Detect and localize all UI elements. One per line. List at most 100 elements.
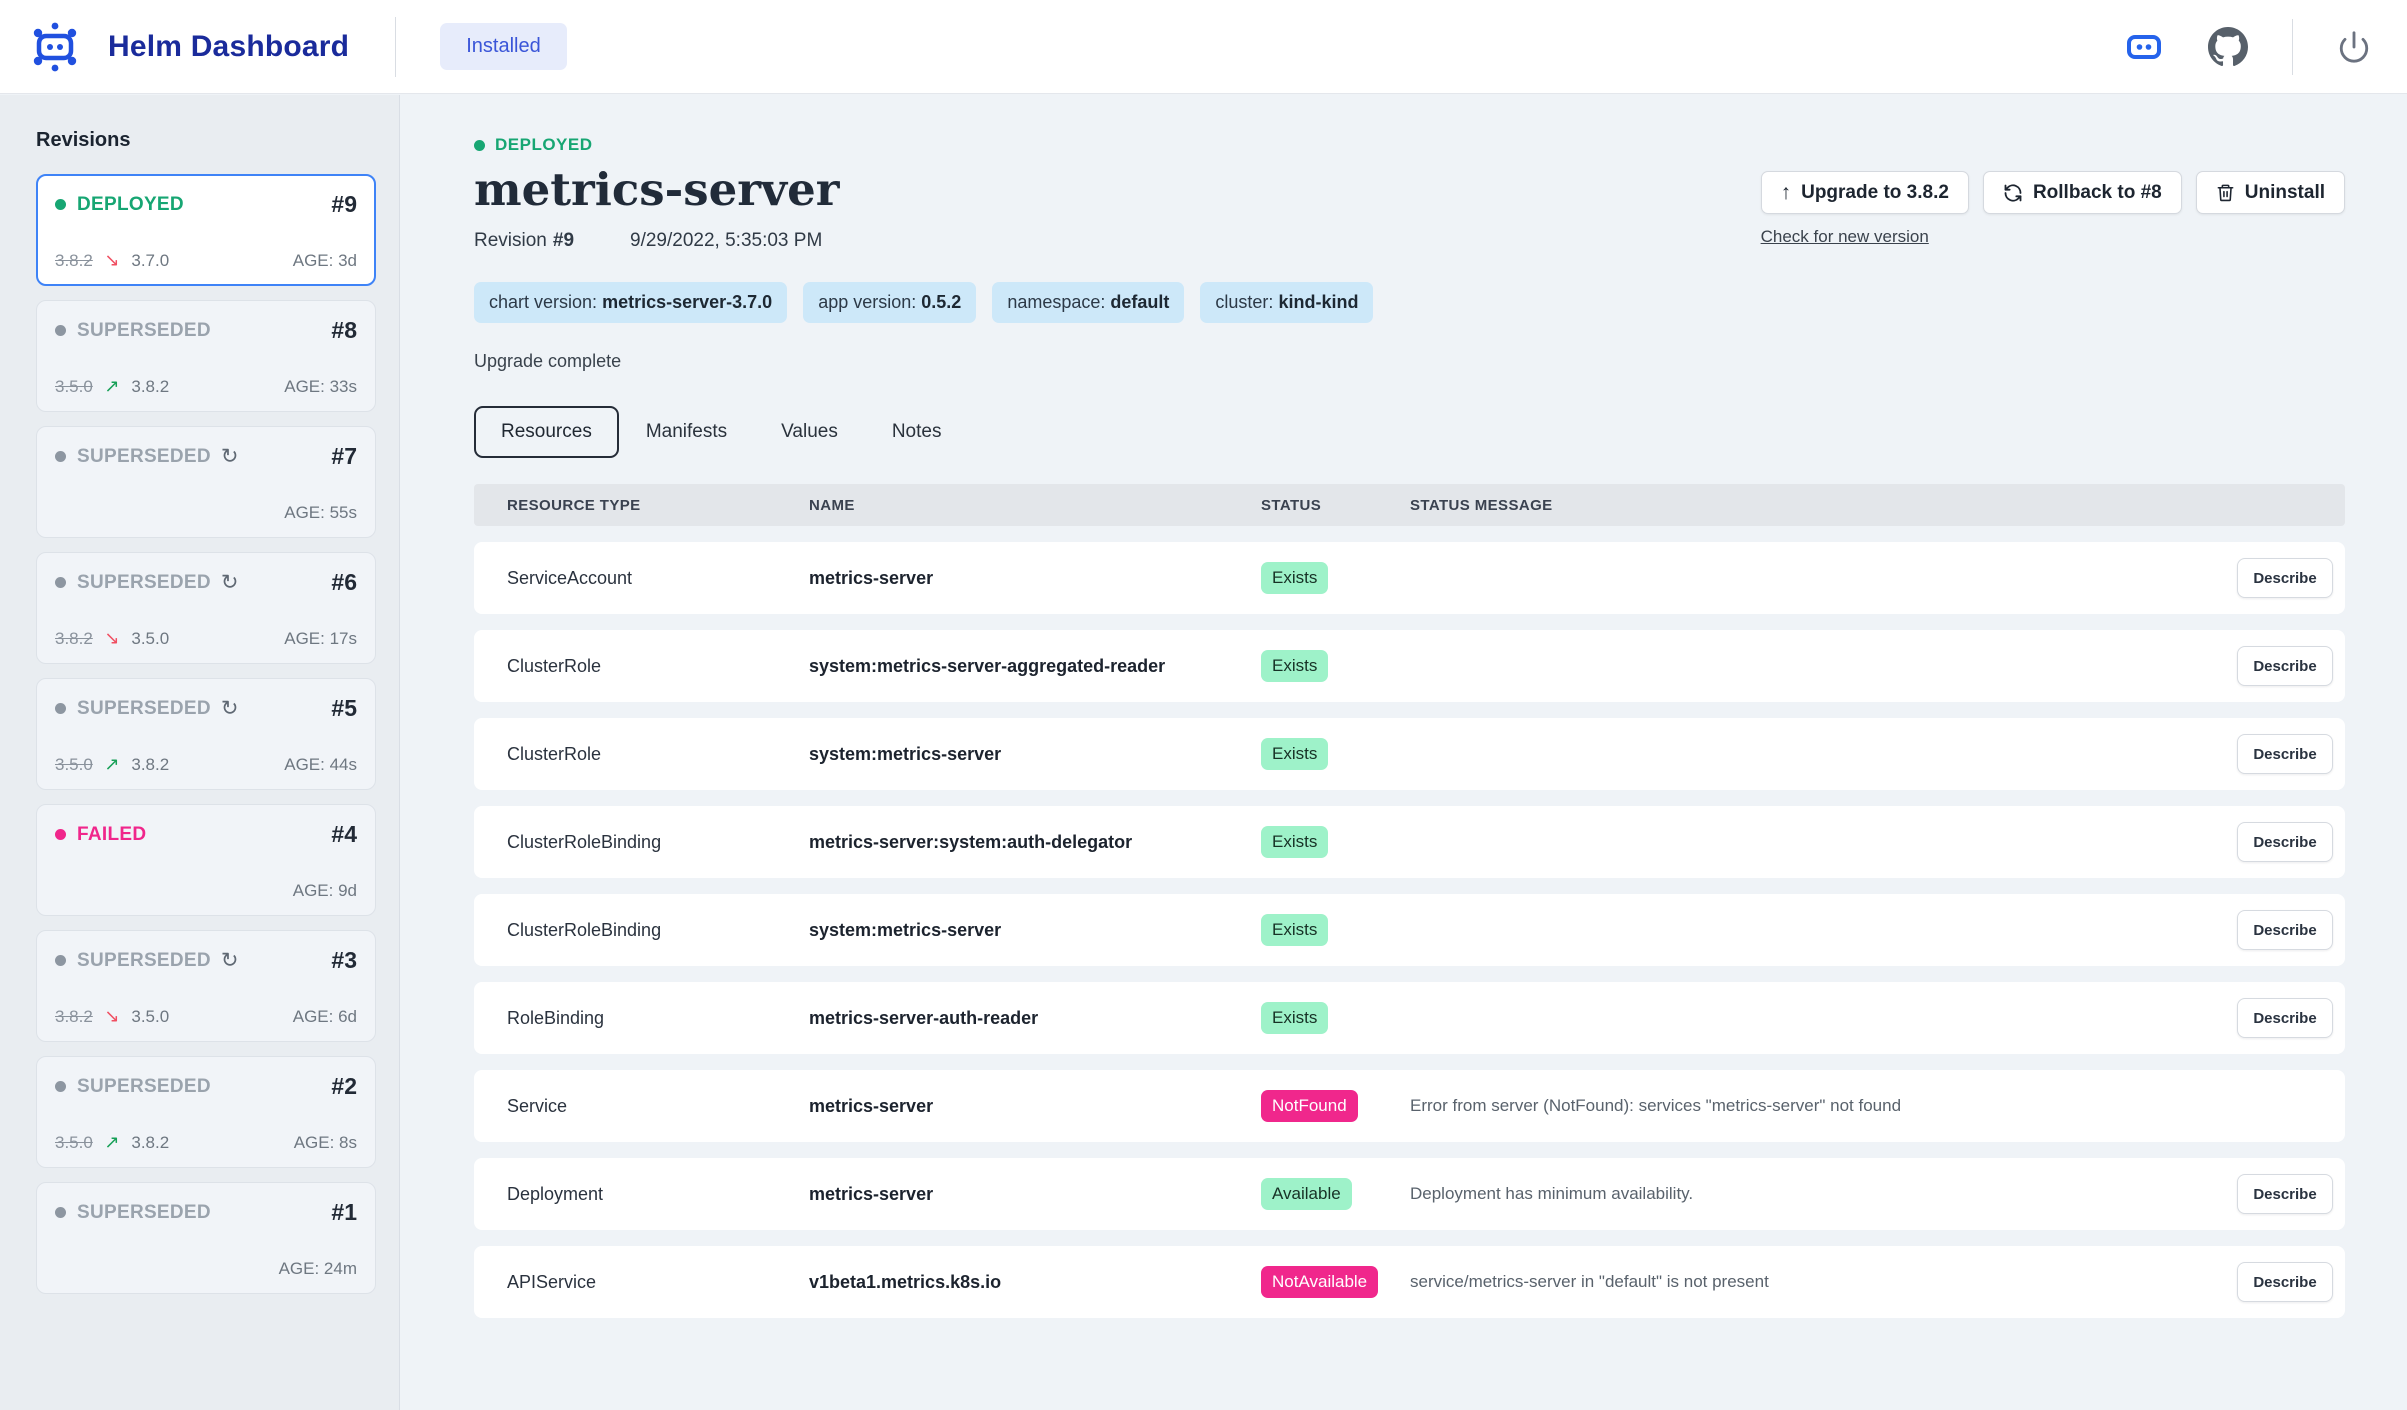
status-dot-icon: [55, 955, 66, 966]
revision-version-change: 3.8.2 ↘ 3.7.0: [55, 250, 169, 271]
revision-number: #3: [331, 947, 357, 973]
new-version: 3.7.0: [131, 251, 170, 270]
revision-version-change: 3.5.0 ↗ 3.8.2: [55, 376, 169, 397]
revision-card[interactable]: SUPERSEDED ↻ #7 AGE: 55s: [36, 426, 376, 538]
nav-installed-tab[interactable]: Installed: [440, 23, 567, 70]
app-title: Helm Dashboard: [108, 29, 350, 63]
revision-label: Revision: [474, 230, 547, 251]
status-badge: NotFound: [1261, 1090, 1358, 1122]
resources-table: RESOURCE TYPE NAME STATUS STATUS MESSAGE…: [474, 484, 2345, 1318]
status-badge: NotAvailable: [1261, 1266, 1379, 1298]
status-message: Error from server (NotFound): services "…: [1410, 1096, 1902, 1115]
resource-type: Deployment: [507, 1183, 604, 1204]
resource-name: system:metrics-server: [809, 743, 1002, 764]
table-row: Service metrics-server NotFound Error fr…: [474, 1070, 2345, 1142]
table-row: Deployment metrics-server Available Depl…: [474, 1158, 2345, 1230]
header-divider: [395, 16, 397, 77]
revision-card[interactable]: SUPERSEDED ↻ #3 3.8.2 ↘ 3.5.0 AGE: 6d: [36, 930, 376, 1042]
resource-type: APIService: [507, 1271, 597, 1292]
revision-age: AGE: 33s: [284, 376, 357, 396]
revision-status-label: SUPERSEDED: [77, 571, 211, 593]
revision-card[interactable]: SUPERSEDED ↻ #5 3.5.0 ↗ 3.8.2 AGE: 44s: [36, 678, 376, 790]
revision-status-label: SUPERSEDED: [77, 445, 211, 467]
revisions-list: DEPLOYED #9 3.8.2 ↘ 3.7.0 AGE: 3d SUPERS…: [36, 174, 376, 1294]
describe-button[interactable]: Describe: [2237, 1262, 2333, 1302]
describe-button[interactable]: Describe: [2237, 734, 2333, 774]
col-status-message: STATUS MESSAGE: [1410, 496, 1553, 514]
resource-name: metrics-server:system:auth-delegator: [809, 831, 1133, 852]
tab-values[interactable]: Values: [781, 421, 838, 442]
release-actions: ↑ Upgrade to 3.8.2 Rollback to #8 Uninst…: [1760, 171, 2345, 247]
status-dot-icon: [55, 577, 66, 588]
revision-status-label: SUPERSEDED: [77, 949, 211, 971]
rollback-icon: [2004, 183, 2022, 202]
status-badge: Exists: [1261, 826, 1329, 858]
version-arrow-icon: ↗: [104, 1132, 120, 1152]
revision-card[interactable]: SUPERSEDED ↻ #6 3.8.2 ↘ 3.5.0 AGE: 17s: [36, 552, 376, 664]
release-badges: chart version: metrics-server-3.7.0 app …: [474, 282, 2345, 323]
helm-dashboard-logo-icon: [33, 22, 77, 71]
resource-name: metrics-server: [809, 1095, 934, 1116]
table-row: APIService v1beta1.metrics.k8s.io NotAva…: [474, 1246, 2345, 1318]
tab-notes[interactable]: Notes: [891, 421, 942, 442]
tab-manifests[interactable]: Manifests: [645, 421, 728, 442]
new-version: 3.8.2: [131, 377, 170, 396]
resources-table-header: RESOURCE TYPE NAME STATUS STATUS MESSAGE: [474, 484, 2345, 526]
describe-button[interactable]: Describe: [2237, 910, 2333, 950]
new-version: 3.5.0: [131, 629, 170, 648]
old-version: 3.5.0: [55, 377, 93, 396]
describe-button[interactable]: Describe: [2237, 822, 2333, 862]
revision-status-label: SUPERSEDED: [77, 697, 211, 719]
resources-table-body: ServiceAccount metrics-server Exists Des…: [474, 542, 2345, 1318]
old-version: 3.8.2: [55, 629, 93, 648]
revision-status-label: DEPLOYED: [77, 193, 184, 215]
status-badge: Exists: [1261, 738, 1329, 770]
check-new-version-link[interactable]: Check for new version: [1760, 227, 1929, 246]
resource-name: v1beta1.metrics.k8s.io: [809, 1271, 1002, 1292]
header-divider: [2292, 18, 2293, 75]
new-version: 3.8.2: [131, 755, 170, 774]
revision-card[interactable]: SUPERSEDED #2 3.5.0 ↗ 3.8.2 AGE: 8s: [36, 1056, 376, 1168]
status-dot-icon: [55, 829, 66, 840]
table-row: ClusterRoleBinding metrics-server:system…: [474, 806, 2345, 878]
tab-resources[interactable]: Resources: [474, 406, 619, 458]
status-badge: Exists: [1261, 1002, 1329, 1034]
describe-button[interactable]: Describe: [2237, 1174, 2333, 1214]
col-resource-type: RESOURCE TYPE: [507, 496, 641, 514]
rollback-button[interactable]: Rollback to #8: [1982, 171, 2182, 214]
app-header: Helm Dashboard Installed: [0, 0, 2407, 94]
upgrade-button[interactable]: ↑ Upgrade to 3.8.2: [1760, 171, 1969, 214]
cluster-badge: cluster: kind-kind: [1200, 282, 1374, 323]
revision-card[interactable]: FAILED #4 AGE: 9d: [36, 804, 376, 916]
revision-number: #1: [331, 1199, 357, 1225]
revision-version-change: 3.8.2 ↘ 3.5.0: [55, 1006, 169, 1027]
table-row: ServiceAccount metrics-server Exists Des…: [474, 542, 2345, 614]
describe-button[interactable]: Describe: [2237, 646, 2333, 686]
reload-icon: ↻: [220, 571, 239, 594]
revision-card[interactable]: DEPLOYED #9 3.8.2 ↘ 3.7.0 AGE: 3d: [36, 174, 376, 286]
col-name: NAME: [809, 496, 855, 514]
version-arrow-icon: ↗: [104, 754, 120, 774]
status-badge: Exists: [1261, 914, 1329, 946]
revision-card[interactable]: SUPERSEDED #8 3.5.0 ↗ 3.8.2 AGE: 33s: [36, 300, 376, 412]
resource-name: metrics-server-auth-reader: [809, 1007, 1039, 1028]
status-badge: Exists: [1261, 562, 1329, 594]
github-icon[interactable]: [2208, 26, 2248, 67]
revision-card[interactable]: SUPERSEDED #1 AGE: 24m: [36, 1182, 376, 1294]
version-arrow-icon: ↘: [104, 250, 120, 270]
new-version: 3.8.2: [131, 1133, 170, 1152]
describe-button[interactable]: Describe: [2237, 998, 2333, 1038]
namespace-badge: namespace: default: [992, 282, 1185, 323]
uninstall-button[interactable]: Uninstall: [2195, 171, 2345, 214]
robot-icon[interactable]: [2124, 30, 2164, 64]
status-dot-icon: [55, 451, 66, 462]
power-icon[interactable]: [2337, 30, 2371, 64]
resource-name: metrics-server: [809, 567, 934, 588]
new-version: 3.5.0: [131, 1007, 170, 1026]
version-arrow-icon: ↘: [104, 1006, 120, 1026]
status-dot-icon: [55, 1207, 66, 1218]
revision-status-label: SUPERSEDED: [77, 319, 211, 341]
resource-name: system:metrics-server-aggregated-reader: [809, 655, 1166, 676]
describe-button[interactable]: Describe: [2237, 558, 2333, 598]
revision-age: AGE: 6d: [292, 1006, 357, 1026]
